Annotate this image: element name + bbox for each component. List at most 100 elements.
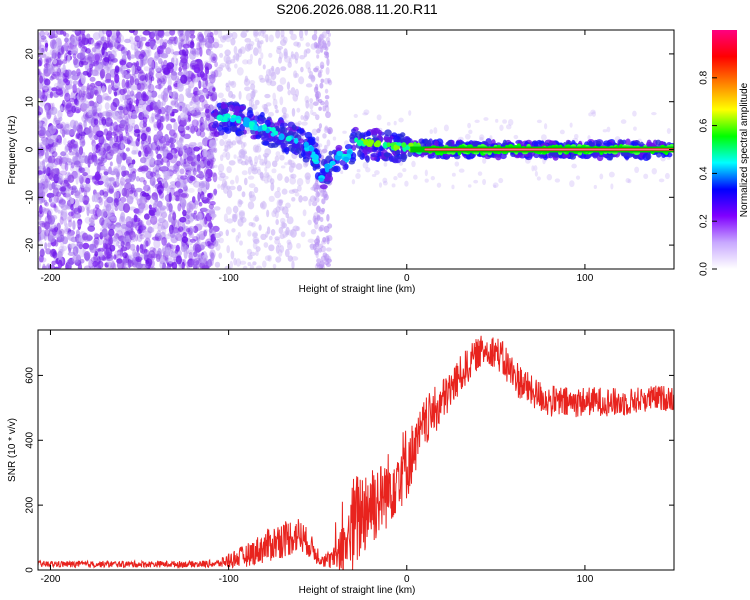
noise-blob xyxy=(270,182,275,192)
noise-blob xyxy=(219,35,227,43)
noise-blob xyxy=(159,76,163,83)
x-tick-label: 100 xyxy=(577,574,594,585)
noise-blob xyxy=(252,144,259,153)
noise-blob xyxy=(236,155,242,162)
noise-blob xyxy=(383,162,388,167)
noise-blob xyxy=(143,184,151,192)
noise-blob xyxy=(225,229,229,237)
noise-blob xyxy=(292,93,299,102)
noise-blob xyxy=(159,205,167,211)
noise-blob xyxy=(231,31,238,40)
noise-blob xyxy=(77,205,83,214)
noise-blob xyxy=(162,149,168,158)
noise-blob xyxy=(240,150,247,156)
ridge-core xyxy=(243,117,249,123)
noise-blob xyxy=(91,69,99,77)
noise-blob xyxy=(247,261,252,267)
noise-blob xyxy=(44,173,51,183)
noise-blob xyxy=(113,124,122,133)
noise-blob xyxy=(122,252,128,259)
noise-blob xyxy=(104,246,109,257)
noise-blob xyxy=(268,195,275,202)
noise-blob xyxy=(229,59,236,64)
noise-blob xyxy=(95,208,102,218)
noise-blob xyxy=(95,80,103,87)
noise-blob xyxy=(323,193,329,201)
noise-blob xyxy=(313,67,319,73)
noise-blob xyxy=(212,56,216,61)
noise-blob xyxy=(279,154,285,161)
noise-blob xyxy=(96,40,103,46)
noise-blob xyxy=(100,208,108,218)
noise-blob xyxy=(186,92,193,99)
noise-blob xyxy=(191,119,199,127)
noise-blob xyxy=(87,155,95,165)
noise-blob xyxy=(59,104,64,110)
noise-blob xyxy=(175,57,179,66)
noise-blob xyxy=(189,106,196,114)
noise-blob xyxy=(109,161,113,167)
noise-blob xyxy=(154,113,162,120)
noise-blob xyxy=(182,62,190,70)
ridge-envelope xyxy=(291,124,297,131)
noise-blob xyxy=(57,117,62,124)
noise-blob xyxy=(247,166,252,175)
noise-blob xyxy=(280,66,287,72)
noise-blob xyxy=(101,30,107,35)
noise-blob xyxy=(54,239,59,247)
noise-blob xyxy=(117,157,122,168)
noise-blob xyxy=(138,34,144,44)
noise-blob xyxy=(249,194,257,202)
noise-blob xyxy=(169,112,175,117)
noise-blob xyxy=(159,258,167,264)
noise-blob xyxy=(240,216,247,223)
noise-blob xyxy=(135,233,139,242)
noise-blob xyxy=(125,147,130,152)
noise-blob xyxy=(72,220,76,231)
noise-blob xyxy=(310,109,314,116)
noise-blob xyxy=(170,99,176,108)
noise-blob xyxy=(189,34,196,39)
noise-blob xyxy=(280,221,286,230)
noise-blob xyxy=(59,116,63,122)
noise-blob xyxy=(228,160,236,166)
noise-blob xyxy=(196,128,202,137)
noise-blob xyxy=(218,64,224,69)
noise-blob xyxy=(208,54,213,64)
noise-blob xyxy=(311,34,318,41)
noise-blob xyxy=(252,261,257,266)
noise-blob xyxy=(93,157,98,167)
ridge-core xyxy=(386,142,391,148)
noise-blob xyxy=(39,75,44,84)
noise-blob xyxy=(309,102,314,110)
noise-blob xyxy=(281,106,287,115)
ridge-envelope xyxy=(257,117,265,125)
noise-blob xyxy=(289,174,294,179)
noise-blob xyxy=(144,195,150,203)
noise-blob xyxy=(110,36,119,46)
noise-blob xyxy=(45,58,50,68)
noise-blob xyxy=(141,125,150,135)
noise-blob xyxy=(127,260,134,267)
noise-blob xyxy=(318,106,322,111)
noise-blob xyxy=(436,182,442,188)
noise-blob xyxy=(57,250,63,259)
noise-blob xyxy=(382,180,388,186)
noise-blob xyxy=(531,165,535,172)
noise-blob xyxy=(305,83,313,88)
noise-blob xyxy=(257,31,262,37)
noise-blob xyxy=(155,71,163,79)
noise-blob xyxy=(208,50,214,57)
ridge-envelope xyxy=(319,184,328,190)
noise-blob xyxy=(199,258,206,264)
noise-blob xyxy=(134,35,141,43)
noise-blob xyxy=(175,244,180,252)
noise-blob xyxy=(93,232,98,239)
noise-blob xyxy=(84,183,91,193)
noise-blob xyxy=(112,128,120,136)
noise-blob xyxy=(324,88,329,94)
noise-blob xyxy=(125,118,129,128)
noise-blob xyxy=(122,203,131,213)
noise-blob xyxy=(196,104,200,113)
noise-blob xyxy=(149,171,156,177)
